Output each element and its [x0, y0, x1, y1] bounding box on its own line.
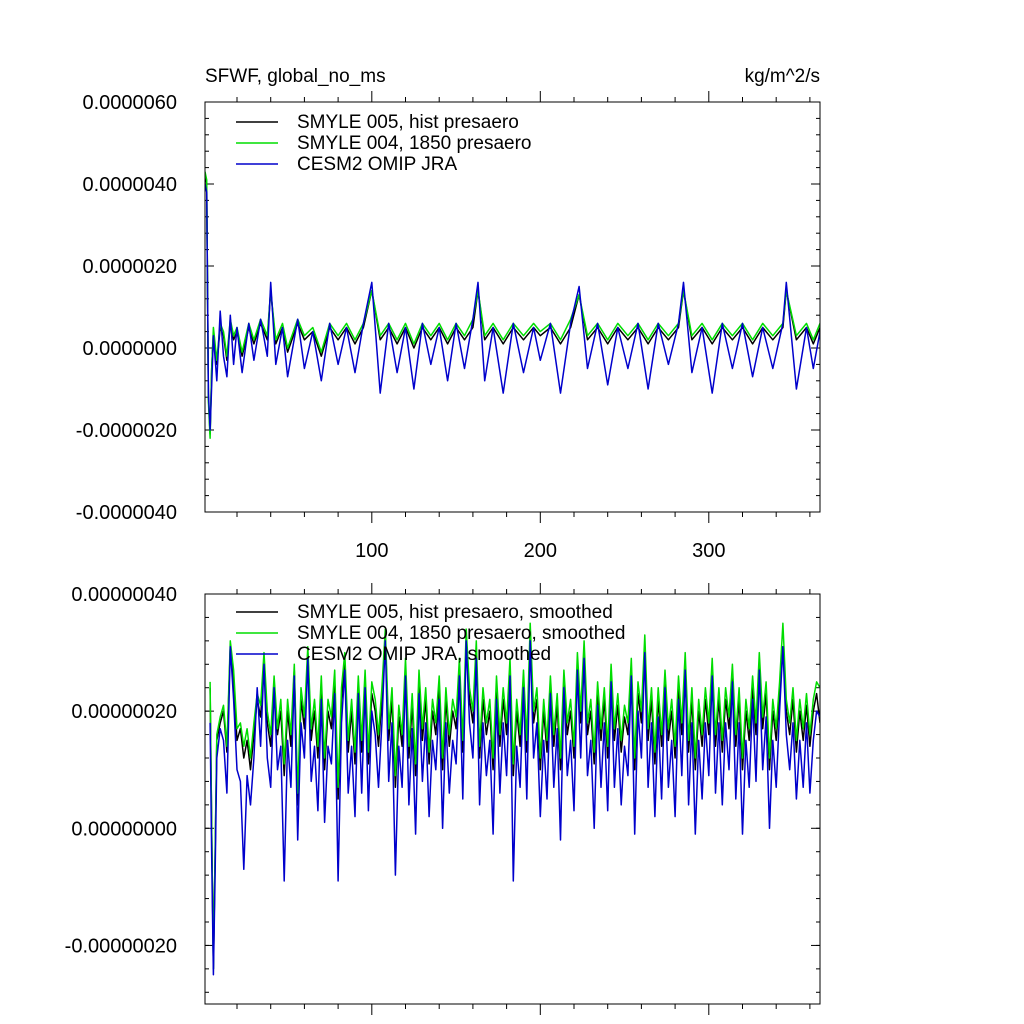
top-plot-frame: [204, 101, 821, 513]
bottom-plot-frame: [204, 593, 821, 1005]
series-line-2: [205, 171, 820, 439]
legend-label-1: SMYLE 005, hist presaero, smoothed: [297, 602, 613, 623]
y-tick-label: 0.0000000: [82, 338, 177, 360]
y-tick-label: 0.0000040: [82, 174, 177, 196]
bottom-series-lines: [209, 622, 820, 976]
y-tick-label: -0.0000040: [76, 502, 177, 524]
top-series-lines: [205, 171, 820, 439]
x-tick-label: 100: [355, 540, 388, 562]
y-tick-label: 0.0000020: [82, 256, 177, 278]
bottom-panel: 0.00000040 0.00000020 0.00000000 -0.0000002…: [65, 583, 821, 1015]
y-tick-label: 0.00000000: [71, 818, 177, 840]
top-panel: SFWF, global_no_ms kg/m^2/s 0.00000600.0…: [76, 66, 821, 562]
top-y-tick-labels: 0.0000060 0.0000040 0.0000020 0.0000000 -0.0…: [76, 92, 177, 524]
bottom-legend: SMYLE 005, hist presaero, smoothedSMYLE …: [236, 602, 625, 665]
x-tick-label: 300: [692, 540, 725, 562]
series-line-2: [209, 622, 820, 970]
series-line-3: [209, 640, 820, 976]
legend-label-2: SMYLE 004, 1850 presaero, smoothed: [297, 623, 625, 644]
y-tick-label: -0.00000020: [65, 935, 177, 957]
legend-label-2: SMYLE 004, 1850 presaero: [297, 133, 532, 154]
top-title-right: kg/m^2/s: [745, 66, 820, 87]
top-x-tick-labels: 100 200 300: [355, 540, 725, 562]
legend-label-1: SMYLE 005, hist presaero: [297, 112, 519, 133]
series-line-3: [205, 183, 820, 431]
series-line-1: [205, 175, 820, 435]
bottom-y-tick-labels: 0.00000040 0.00000020 0.00000000 -0.0000002…: [65, 584, 177, 957]
legend-label-3: CESM2 OMIP JRA: [297, 154, 457, 175]
top-title-left: SFWF, global_no_ms: [205, 66, 386, 87]
x-tick-label: 200: [524, 540, 557, 562]
y-tick-label: 0.00000020: [71, 701, 177, 723]
y-tick-label: -0.0000020: [76, 420, 177, 442]
legend-label-3: CESM2 OMIP JRA, smoothed: [297, 644, 551, 665]
y-tick-label: 0.0000060: [82, 92, 177, 114]
y-tick-label: 0.00000040: [71, 584, 177, 606]
